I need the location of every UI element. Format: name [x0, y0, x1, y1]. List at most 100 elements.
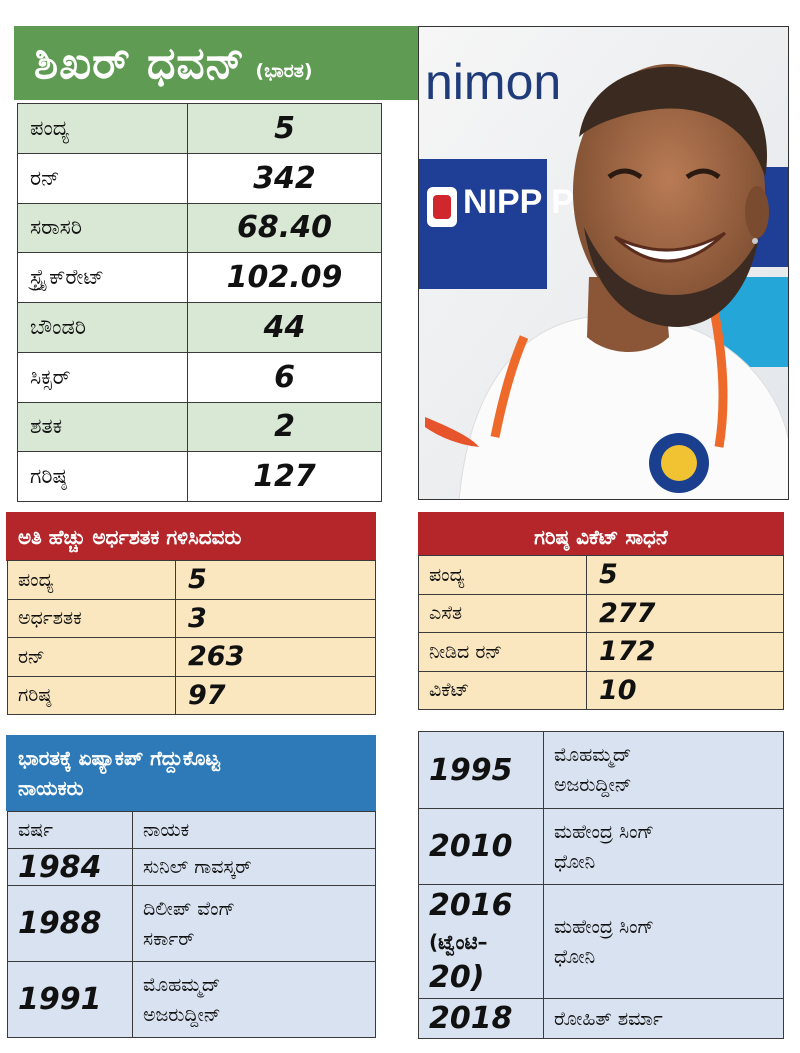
table-row: 1984 ಸುನಿಲ್ ಗಾವಸ್ಕರ್ — [7, 848, 376, 886]
table-row: ನೀಡಿದ ರನ್ 172 — [418, 632, 784, 672]
captain-name-line: ಮಹೇಂದ್ರ ಸಿಂಗ್ — [554, 915, 654, 938]
most-fifties-table: ಪಂದ್ಯ 5 ಅರ್ಧಶತಕ 3 ರನ್ 263 ಗರಿಷ್ಠ 97 — [7, 560, 376, 715]
banner-text: nimon — [425, 54, 561, 110]
year-note: (ಟ್ವೆಂಟಿ– — [429, 929, 488, 954]
captain-name: ರೋಹಿತ್ ಶರ್ಮಾ — [543, 998, 784, 1039]
stat-label: ಪಂದ್ಯ — [7, 560, 176, 600]
stat-value: 263 — [175, 637, 376, 677]
captain-name-line: ರೋಹಿತ್ ಶರ್ಮಾ — [554, 1007, 663, 1030]
title-bar: ಶಿಖರ್ ಧವನ್ (ಭಾರತ) — [14, 26, 418, 100]
captain-name: ಮಹೇಂದ್ರ ಸಿಂಗ್ ಧೋನಿ — [543, 808, 784, 885]
captain-name-line: ಮಹೇಂದ್ರ ಸಿಂಗ್ — [554, 820, 654, 843]
table-row: 2018 ರೋಹಿತ್ ಶರ್ಮಾ — [418, 998, 784, 1039]
table-row: ಪಂದ್ಯ 5 — [17, 103, 382, 154]
table-row: 1988 ದಿಲೀಪ್ ವೆಂಗ್ ಸರ್ಕಾರ್ — [7, 885, 376, 962]
stat-label: ಸಿಕ್ಸರ್ — [17, 351, 188, 403]
year-note: 20) — [429, 959, 485, 995]
table-row: 2010 ಮಹೇಂದ್ರ ಸಿಂಗ್ ಧೋನಿ — [418, 808, 784, 885]
table-row: ಪಂದ್ಯ 5 — [7, 560, 376, 600]
stat-value: 44 — [187, 302, 382, 353]
table-row: 1995 ಮೊಹಮ್ಮದ್ ಅಜರುದ್ದೀನ್ — [418, 731, 784, 809]
stat-label: ರನ್ — [7, 637, 176, 677]
year-cell: 2016 (ಟ್ವೆಂಟಿ– 20) — [418, 884, 544, 999]
table-row: ಗರಿಷ್ಠ 97 — [7, 675, 376, 715]
stat-value: 342 — [187, 152, 382, 204]
stat-value: 97 — [175, 675, 376, 715]
year-cell: 1995 — [418, 731, 544, 809]
stat-value: 6 — [187, 351, 382, 403]
player-photo: nimon NIPP PAI — [418, 26, 789, 500]
year-cell: 2010 — [418, 808, 544, 885]
year-cell: 1991 — [7, 961, 133, 1038]
stat-value: 127 — [187, 451, 382, 502]
stat-label: ನೀಡಿದ ರನ್ — [418, 632, 587, 672]
stat-value: 2 — [187, 401, 382, 453]
table-header-row: ವರ್ಷ ನಾಯಕ — [7, 811, 376, 849]
captain-name-line: ಧೋನಿ — [554, 945, 596, 968]
table-row: ಸ್ಟ್ರೈಕ್‌ರೇಟ್ 102.09 — [17, 252, 382, 303]
stat-label: ಗರಿಷ್ಠ — [7, 675, 176, 715]
table-row: ಸಿಕ್ಸರ್ 6 — [17, 351, 382, 403]
column-header-year: ವರ್ಷ — [7, 811, 133, 849]
stat-value: 5 — [175, 560, 376, 600]
captain-name-line: ಸರ್ಕಾರ್ — [143, 927, 195, 950]
stat-label: ಬೌಂಡರಿ — [17, 302, 188, 353]
table-row: ಪಂದ್ಯ 5 — [418, 555, 784, 595]
table-row: ರನ್ 342 — [17, 152, 382, 204]
captain-name-line: ದಿಲೀಪ್ ವೆಂಗ್ — [143, 897, 236, 920]
player-name: ಶಿಖರ್ ಧವನ್ — [34, 37, 246, 89]
captains-heading: ಭಾರತಕ್ಕೆ ಏಷ್ಯಾಕಪ್ ಗೆದ್ದುಕೊಟ್ಟ ನಾಯಕರು — [6, 735, 376, 811]
stat-label: ಗರಿಷ್ಠ — [17, 451, 188, 502]
stat-label: ವಿಕೆಟ್ — [418, 670, 587, 710]
stat-value: 3 — [175, 598, 376, 638]
best-wicket-table: ಪಂದ್ಯ 5 ಎಸೆತ 277 ನೀಡಿದ ರನ್ 172 ವಿಕೆಟ್ 10 — [418, 555, 784, 710]
stat-label: ಶತಕ — [17, 401, 188, 453]
year-value: 2016 — [429, 887, 513, 923]
captain-name: ಮೊಹಮ್ಮದ್ ಅಜರುದ್ದೀನ್ — [132, 961, 376, 1038]
captains-heading-line: ನಾಯಕರು — [18, 776, 84, 800]
column-header-captain: ನಾಯಕ — [132, 811, 376, 849]
captain-name: ಮಹೇಂದ್ರ ಸಿಂಗ್ ಧೋನಿ — [543, 884, 784, 999]
stat-value: 68.40 — [187, 202, 382, 254]
year-cell: 1988 — [7, 885, 133, 962]
batting-stats-table: ಪಂದ್ಯ 5 ರನ್ 342 ಸರಾಸರಿ 68.40 ಸ್ಟ್ರೈಕ್‌ರೇಟ್ 1… — [17, 103, 382, 502]
table-row: ಎಸೆತ 277 — [418, 593, 784, 633]
captain-name-line: ಮೊಹಮ್ಮದ್ — [554, 744, 632, 766]
best-wicket-heading: ಗರಿಷ್ಠ ವಿಕೆಟ್ ಸಾಧನೆ — [418, 512, 784, 561]
captain-name: ಸುನಿಲ್ ಗಾವಸ್ಕರ್ — [132, 848, 376, 886]
most-fifties-heading: ಅತಿ ಹೆಚ್ಚು ಅರ್ಧಶತಕ ಗಳಿಸಿದವರು — [6, 512, 376, 561]
table-row: 1991 ಮೊಹಮ್ಮದ್ ಅಜರುದ್ದೀನ್ — [7, 961, 376, 1038]
captains-heading-line: ಭಾರತಕ್ಕೆ ಏಷ್ಯಾಕಪ್ ಗೆದ್ದುಕೊಟ್ಟ — [18, 746, 220, 770]
stat-value: 5 — [187, 103, 382, 154]
table-row: ಬೌಂಡರಿ 44 — [17, 302, 382, 353]
captain-name-line: ಸುನಿಲ್ ಗಾವಸ್ಕರ್ — [143, 856, 252, 878]
stat-label: ರನ್ — [17, 152, 188, 204]
captain-name-line: ಮೊಹಮ್ಮದ್ — [143, 973, 221, 996]
table-row: ಶತಕ 2 — [17, 401, 382, 453]
player-portrait-illustration: nimon NIPP PAI — [419, 27, 788, 499]
stat-label: ಅರ್ಧಶತಕ — [7, 598, 176, 638]
captain-name-line: ಧೋನಿ — [554, 850, 596, 873]
captain-name: ದಿಲೀಪ್ ವೆಂಗ್ ಸರ್ಕಾರ್ — [132, 885, 376, 962]
stat-label: ಪಂದ್ಯ — [17, 103, 188, 154]
stat-value: 5 — [586, 555, 784, 595]
captain-name-line: ಅಜರುದ್ದೀನ್ — [143, 1003, 221, 1026]
captains-table-right: 1995 ಮೊಹಮ್ಮದ್ ಅಜರುದ್ದೀನ್ 2010 ಮಹೇಂದ್ರ ಸಿ… — [418, 731, 784, 1039]
stat-value: 172 — [586, 632, 784, 672]
captain-name: ಮೊಹಮ್ಮದ್ ಅಜರುದ್ದೀನ್ — [543, 731, 784, 809]
stat-value: 102.09 — [187, 252, 382, 303]
stat-value: 10 — [586, 670, 784, 710]
captain-name-line: ಅಜರುದ್ದೀನ್ — [554, 774, 632, 796]
table-row: ಅರ್ಧಶತಕ 3 — [7, 598, 376, 638]
captains-table-left: ವರ್ಷ ನಾಯಕ 1984 ಸುನಿಲ್ ಗಾವಸ್ಕರ್ 1988 ದಿಲೀ… — [7, 811, 376, 1038]
year-cell: 1984 — [7, 848, 133, 886]
table-row: 2016 (ಟ್ವೆಂಟಿ– 20) ಮಹೇಂದ್ರ ಸಿಂಗ್ ಧೋನಿ — [418, 884, 784, 999]
stat-label: ಸ್ಟ್ರೈಕ್‌ರೇಟ್ — [17, 252, 188, 303]
table-row: ರನ್ 263 — [7, 637, 376, 677]
stat-label: ಪಂದ್ಯ — [418, 555, 587, 595]
player-country: (ಭಾರತ) — [255, 60, 313, 82]
table-row: ಗರಿಷ್ಠ 127 — [17, 451, 382, 502]
stat-label: ಸರಾಸರಿ — [17, 202, 188, 254]
table-row: ವಿಕೆಟ್ 10 — [418, 670, 784, 710]
stat-value: 277 — [586, 593, 784, 633]
